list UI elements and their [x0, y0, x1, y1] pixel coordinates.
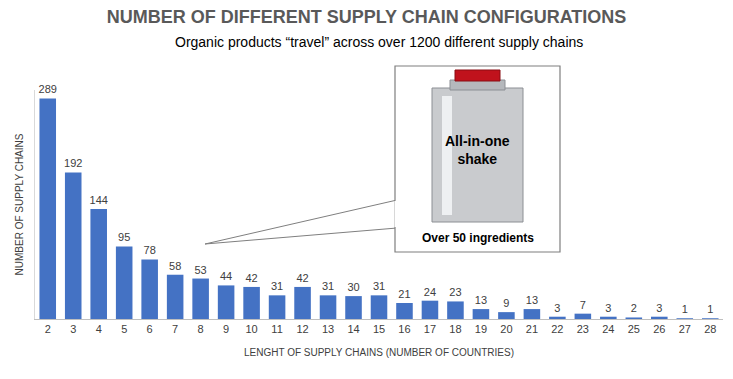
- svg-text:27: 27: [679, 323, 691, 335]
- svg-text:1: 1: [707, 303, 713, 315]
- svg-text:10: 10: [245, 323, 257, 335]
- svg-text:25: 25: [628, 323, 640, 335]
- svg-text:30: 30: [347, 281, 359, 293]
- svg-text:2: 2: [631, 302, 637, 314]
- svg-text:17: 17: [424, 323, 436, 335]
- svg-text:3: 3: [656, 302, 662, 314]
- svg-text:Over 50 ingredients: Over 50 ingredients: [422, 231, 534, 245]
- svg-text:3: 3: [70, 323, 76, 335]
- svg-text:31: 31: [271, 280, 283, 292]
- svg-text:6: 6: [147, 323, 153, 335]
- svg-text:42: 42: [296, 272, 308, 284]
- svg-text:21: 21: [526, 323, 538, 335]
- svg-text:9: 9: [503, 297, 509, 309]
- svg-text:7: 7: [172, 323, 178, 335]
- svg-text:9: 9: [223, 323, 229, 335]
- svg-text:NUMBER OF DIFFERENT SUPPLY CHA: NUMBER OF DIFFERENT SUPPLY CHAIN CONFIGU…: [107, 7, 627, 27]
- svg-text:1: 1: [682, 303, 688, 315]
- svg-text:28: 28: [704, 323, 716, 335]
- svg-text:24: 24: [602, 323, 614, 335]
- svg-text:22: 22: [551, 323, 563, 335]
- svg-text:3: 3: [554, 302, 560, 314]
- svg-text:5: 5: [121, 323, 127, 335]
- svg-text:24: 24: [424, 286, 436, 298]
- svg-text:12: 12: [296, 323, 308, 335]
- svg-text:7: 7: [580, 299, 586, 311]
- svg-text:42: 42: [245, 272, 257, 284]
- svg-text:21: 21: [398, 288, 410, 300]
- svg-text:31: 31: [373, 280, 385, 292]
- svg-text:15: 15: [373, 323, 385, 335]
- svg-text:58: 58: [169, 260, 181, 272]
- svg-text:16: 16: [398, 323, 410, 335]
- svg-text:44: 44: [220, 270, 232, 282]
- svg-text:19: 19: [475, 323, 487, 335]
- svg-text:18: 18: [449, 323, 461, 335]
- svg-text:All-in-oneshake: All-in-oneshake: [445, 133, 510, 167]
- svg-text:13: 13: [526, 294, 538, 306]
- svg-text:95: 95: [118, 231, 130, 243]
- svg-text:13: 13: [322, 323, 334, 335]
- svg-text:20: 20: [500, 323, 512, 335]
- svg-text:144: 144: [90, 194, 108, 206]
- svg-text:13: 13: [475, 294, 487, 306]
- svg-text:23: 23: [449, 286, 461, 298]
- svg-text:31: 31: [322, 280, 334, 292]
- svg-text:2: 2: [45, 323, 51, 335]
- svg-text:3: 3: [605, 302, 611, 314]
- svg-text:8: 8: [198, 323, 204, 335]
- svg-text:26: 26: [653, 323, 665, 335]
- svg-text:14: 14: [347, 323, 359, 335]
- svg-text:289: 289: [39, 83, 57, 95]
- svg-text:NUMBER OF SUPPLY CHAINS: NUMBER OF SUPPLY CHAINS: [14, 133, 25, 275]
- svg-text:4: 4: [96, 323, 102, 335]
- svg-text:78: 78: [144, 244, 156, 256]
- svg-text:192: 192: [64, 157, 82, 169]
- svg-text:LENGHT OF SUPPLY CHAINS (NUMBE: LENGHT OF SUPPLY CHAINS (NUMBER OF COUNT…: [244, 347, 514, 358]
- svg-text:11: 11: [271, 323, 282, 335]
- svg-text:Organic products “travel” acro: Organic products “travel” across over 12…: [175, 34, 583, 50]
- svg-text:23: 23: [577, 323, 589, 335]
- svg-text:53: 53: [195, 264, 207, 276]
